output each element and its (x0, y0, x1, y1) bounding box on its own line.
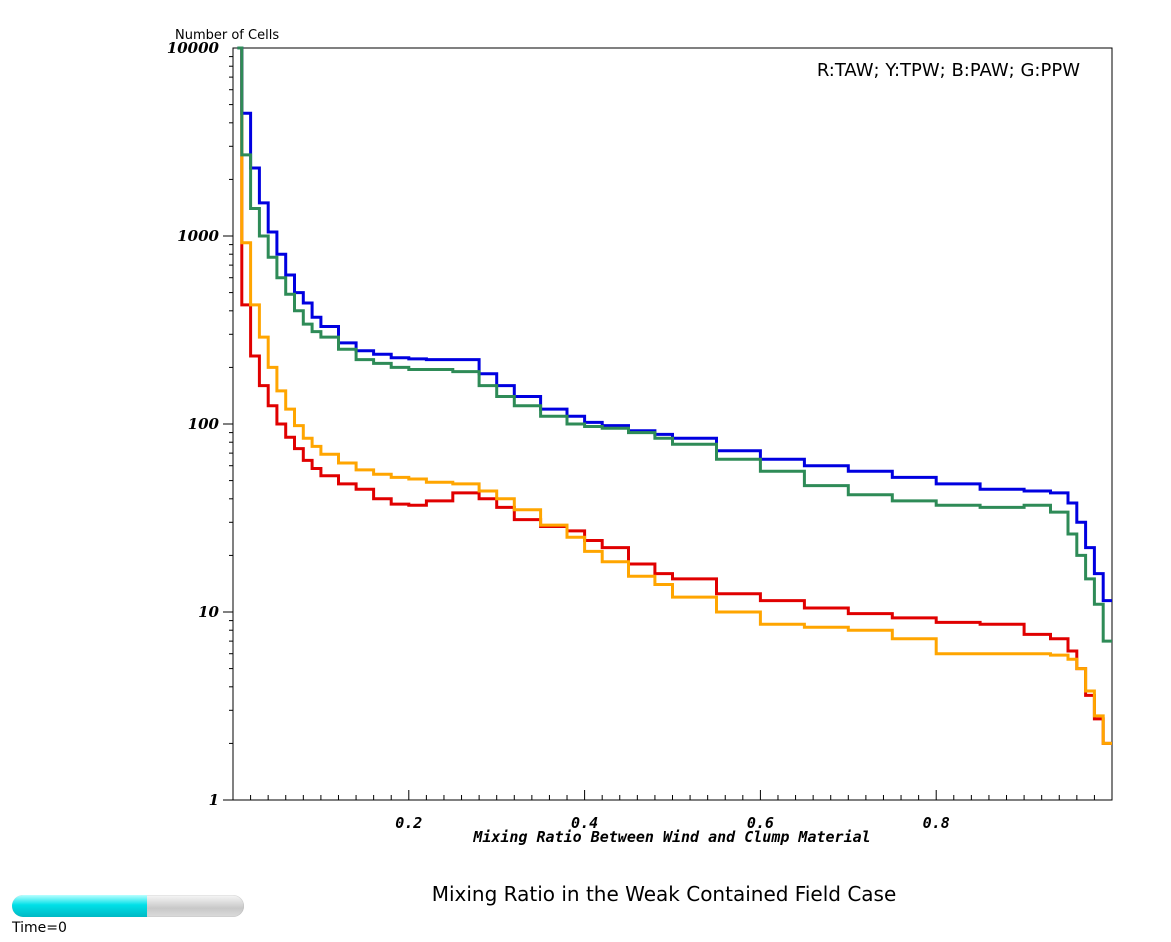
series-line-paw (237, 46, 1112, 603)
x-tick-label: 0.8 (923, 814, 950, 832)
series-lines (237, 46, 1112, 745)
y-axis-label: Number of Cells (175, 28, 279, 43)
y-tick-label: 10000 (167, 39, 220, 57)
chart: 1 10 100 1000 10000 0.2 0.4 0.6 0.8 Number of Ce… (167, 28, 1113, 846)
series-line-taw (240, 48, 1112, 745)
time-slider[interactable] (12, 895, 244, 917)
y-tick-label: 100 (188, 415, 220, 433)
x-tick-label: 0.2 (395, 814, 422, 832)
x-axis-label: Mixing Ratio Between Wind and Clump Mate… (472, 828, 870, 846)
time-label: Time=0 (12, 920, 67, 936)
time-slider-fill (12, 895, 147, 917)
plot-frame (232, 47, 1113, 801)
chart-title: Mixing Ratio in the Weak Contained Field… (431, 882, 897, 906)
y-tick-label: 10 (198, 603, 219, 621)
y-tick-label: 1 (209, 791, 219, 809)
series-line-tpw (240, 48, 1112, 745)
x-tick-label: 0.4 (571, 814, 598, 832)
series-line-ppw (237, 46, 1112, 643)
axis-ticks: 1 10 100 1000 10000 0.2 0.4 0.6 0.8 (167, 39, 1095, 832)
y-tick-label: 1000 (177, 227, 219, 245)
x-tick-label: 0.6 (747, 814, 774, 832)
legend-text: R:TAW; Y:TPW; B:PAW; G:PPW (817, 60, 1080, 81)
